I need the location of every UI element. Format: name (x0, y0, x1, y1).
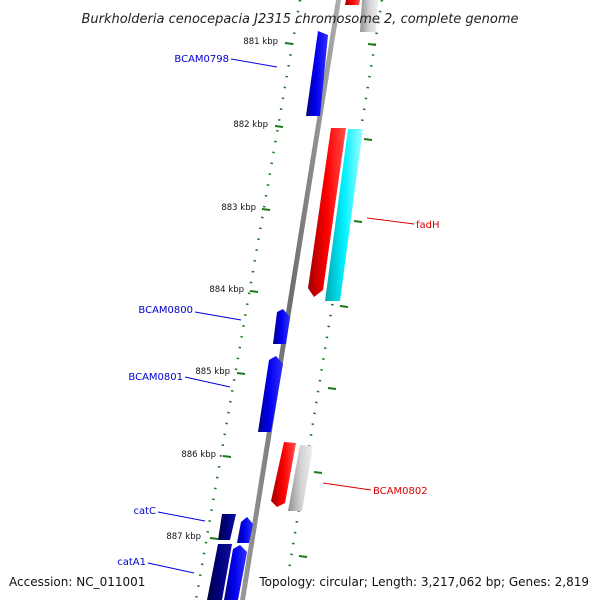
tick-label-887: 887 kbp (166, 532, 201, 542)
gene-bcam0802-cds[interactable] (288, 445, 313, 511)
label-fadH[interactable]: fadH (416, 220, 440, 231)
label-catA1[interactable]: catA1 (117, 557, 146, 568)
outer-major-ticks (298, 43, 377, 558)
tick-label-882: 882 kbp (233, 120, 268, 130)
gene-top-gray[interactable] (360, 0, 378, 32)
inner-scale-track (194, 0, 302, 600)
gene-fadH[interactable] (308, 128, 346, 297)
gene-fadH-cds[interactable] (325, 129, 363, 301)
gene-bcam0801[interactable] (258, 356, 283, 432)
gene-top-red[interactable] (345, 0, 360, 5)
label-catC[interactable]: catC (133, 506, 156, 517)
topology-summary: Topology: circular; Length: 3,217,062 bp… (258, 575, 589, 589)
gene-catA1[interactable] (224, 545, 247, 600)
tick-label-886: 886 kbp (181, 450, 216, 460)
gene-bcam0798[interactable] (306, 31, 328, 116)
tick-label-881: 881 kbp (243, 37, 278, 47)
major-ticks (209, 42, 294, 540)
tick-label-884: 884 kbp (209, 285, 244, 295)
gene-bcam0800[interactable] (273, 309, 290, 344)
label-bcam0800[interactable]: BCAM0800 (138, 305, 193, 316)
gene-bcam0802[interactable] (271, 442, 296, 507)
label-leaders (147, 58, 415, 574)
tick-label-883: 883 kbp (221, 203, 256, 213)
accession-text: Accession: NC_011001 (9, 575, 145, 589)
gene-catA1-navy[interactable] (207, 544, 232, 600)
gene-catC[interactable] (218, 514, 236, 540)
label-bcam0798[interactable]: BCAM0798 (174, 54, 229, 65)
label-bcam0802[interactable]: BCAM0802 (373, 486, 428, 497)
label-bcam0801[interactable]: BCAM0801 (128, 372, 183, 383)
map-title: Burkholderia cenocepacia J2315 chromosom… (81, 12, 518, 27)
tick-label-885: 885 kbp (195, 367, 230, 377)
gene-catC-arrow[interactable] (237, 517, 253, 543)
chromosome-backbone (240, 0, 341, 600)
